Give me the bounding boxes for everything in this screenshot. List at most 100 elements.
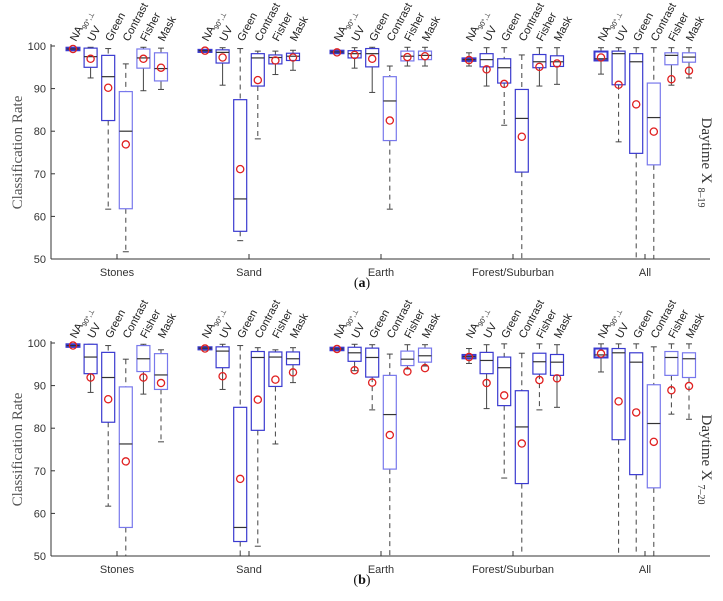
box-green bbox=[629, 343, 644, 556]
mean-marker bbox=[482, 378, 491, 388]
box-iqr bbox=[681, 352, 697, 379]
box-green bbox=[233, 48, 248, 242]
box-uv bbox=[215, 47, 230, 86]
box-iqr bbox=[532, 352, 547, 375]
box-na bbox=[593, 343, 609, 373]
box-contrast bbox=[250, 50, 265, 140]
box-fisher bbox=[268, 349, 283, 445]
mean-marker bbox=[156, 63, 166, 72]
mean-marker bbox=[218, 371, 227, 381]
box-mask bbox=[549, 344, 565, 408]
mean-marker bbox=[156, 378, 166, 388]
y-tick-label: 80 bbox=[34, 126, 46, 138]
box-iqr bbox=[101, 54, 116, 122]
right-label-subscript: 7–20 bbox=[695, 484, 706, 504]
x-tick-label: Forest/Suburban bbox=[472, 564, 554, 576]
mean-marker bbox=[631, 408, 641, 417]
box-iqr bbox=[549, 353, 565, 376]
box-uv bbox=[611, 47, 626, 143]
y-tick-label: 90 bbox=[34, 84, 46, 96]
mean-marker bbox=[420, 51, 430, 61]
mean-marker bbox=[684, 381, 694, 391]
mean-marker bbox=[139, 54, 148, 64]
panel-label-close: ) bbox=[366, 573, 371, 588]
y-tick-label: 90 bbox=[34, 381, 46, 393]
panel-label-letter: b bbox=[358, 573, 366, 588]
box-iqr bbox=[514, 88, 529, 173]
y-tick-label: 70 bbox=[34, 169, 46, 181]
mean-marker bbox=[121, 457, 131, 466]
panel-a: 50 60 70 80 90 100 Classification Rate Daytime … bbox=[10, 1, 714, 291]
box-fisher bbox=[136, 343, 151, 395]
mean-marker bbox=[103, 394, 113, 404]
box-fisher bbox=[400, 46, 415, 67]
mean-marker bbox=[253, 395, 263, 404]
mean-marker bbox=[499, 79, 509, 89]
box-green bbox=[497, 343, 512, 479]
panel-label-letter: a bbox=[359, 276, 366, 291]
box-fisher bbox=[136, 46, 151, 92]
mean-marker bbox=[464, 352, 474, 362]
box-iqr bbox=[233, 406, 248, 543]
panel-label-close: ) bbox=[366, 276, 371, 291]
mean-marker bbox=[86, 54, 95, 64]
box-na bbox=[461, 348, 477, 364]
mean-marker bbox=[552, 59, 562, 68]
box-iqr bbox=[514, 390, 529, 485]
box-contrast bbox=[514, 54, 529, 259]
box-na bbox=[197, 46, 213, 55]
box-uv bbox=[83, 343, 98, 393]
mean-marker bbox=[464, 55, 474, 65]
mean-marker bbox=[403, 52, 412, 62]
mean-marker bbox=[367, 378, 377, 387]
box-iqr bbox=[153, 353, 169, 391]
right-side-label: Daytime X 8–19 bbox=[695, 118, 714, 208]
box-green bbox=[101, 48, 116, 210]
box-mask bbox=[285, 347, 301, 384]
box-green bbox=[629, 47, 644, 259]
box-iqr bbox=[101, 351, 116, 423]
box-iqr bbox=[215, 346, 230, 369]
box-contrast bbox=[646, 47, 661, 259]
box-contrast bbox=[250, 347, 265, 547]
mean-marker bbox=[614, 397, 623, 406]
mean-marker bbox=[68, 44, 78, 54]
right-side-label: Daytime X 7–20 bbox=[695, 415, 714, 505]
box-uv bbox=[611, 343, 626, 556]
mean-marker bbox=[288, 368, 298, 377]
panel-label-open: ( bbox=[354, 276, 359, 291]
box-na bbox=[65, 341, 81, 350]
box-iqr bbox=[479, 53, 494, 68]
mean-marker bbox=[68, 341, 78, 350]
x-tick-label: All bbox=[639, 267, 651, 279]
y-tick-label: 100 bbox=[28, 338, 46, 350]
mean-marker bbox=[218, 53, 227, 62]
mean-marker bbox=[684, 66, 694, 75]
mean-marker bbox=[499, 391, 509, 400]
y-tick-label: 60 bbox=[34, 211, 46, 223]
mean-marker bbox=[596, 53, 606, 62]
box-iqr bbox=[611, 347, 626, 441]
box-mask bbox=[681, 343, 697, 420]
box-iqr bbox=[664, 52, 679, 66]
box-iqr bbox=[250, 350, 265, 431]
box-fisher bbox=[268, 50, 283, 76]
panel-label: (a) bbox=[354, 276, 371, 291]
box-na bbox=[461, 52, 477, 67]
mean-marker bbox=[332, 48, 342, 57]
mean-marker bbox=[350, 50, 359, 60]
box-contrast bbox=[646, 346, 661, 556]
box-iqr bbox=[629, 352, 644, 476]
mean-marker bbox=[253, 75, 263, 85]
box-mask bbox=[417, 46, 433, 67]
mean-marker bbox=[367, 54, 377, 64]
box-contrast bbox=[382, 353, 397, 556]
box-green bbox=[365, 344, 380, 411]
y-tick-label: 50 bbox=[34, 254, 46, 266]
